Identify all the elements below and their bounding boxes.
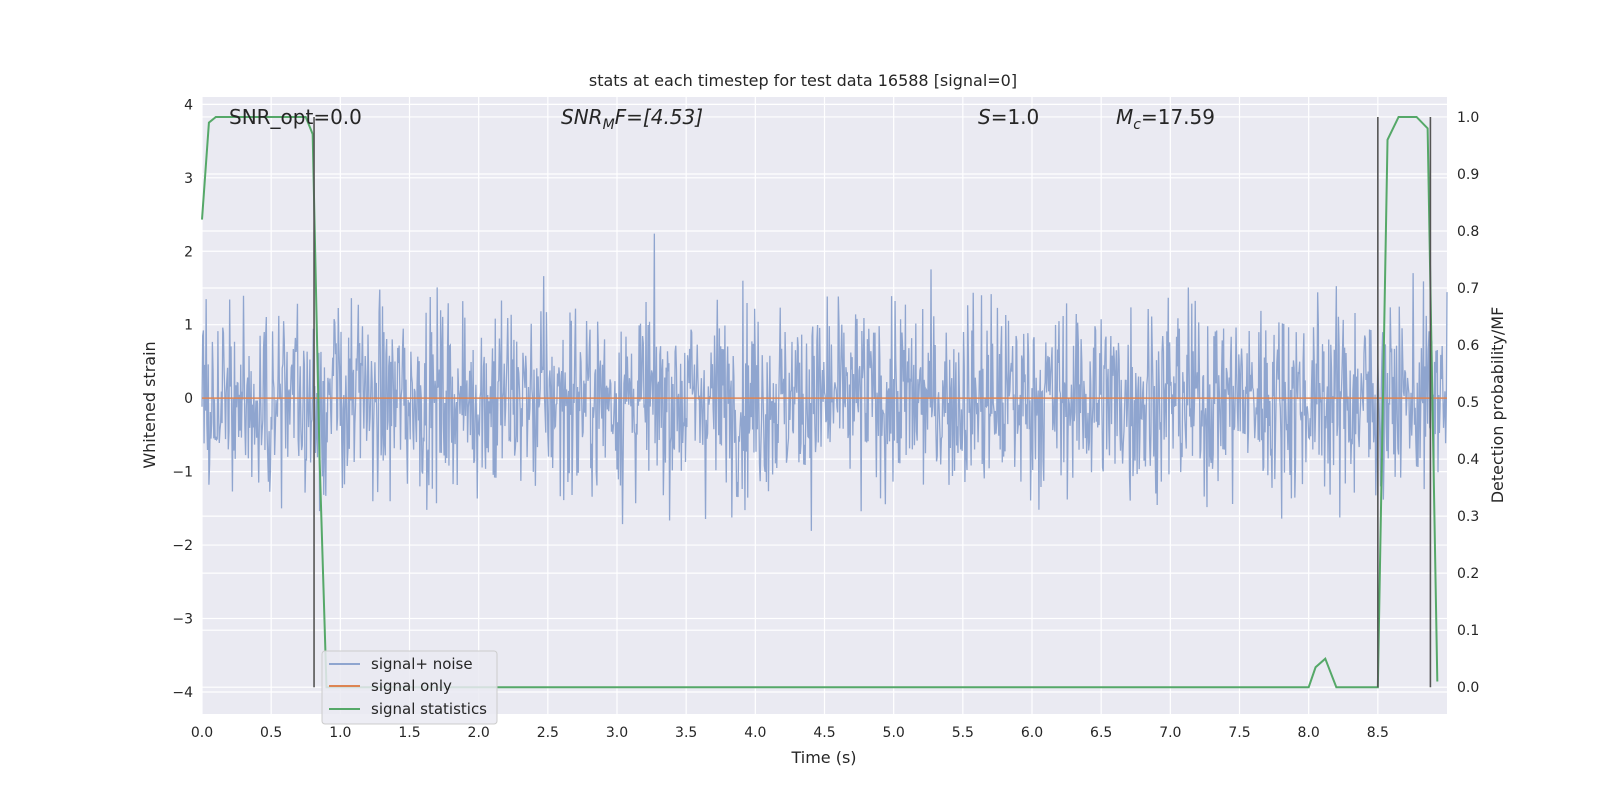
x-tick-label: 0.0 — [191, 725, 213, 741]
legend-label-signal: signal only — [371, 677, 452, 695]
signal-plus-noise-line — [201, 233, 1448, 531]
y2-tick-label: 0.7 — [1457, 281, 1479, 297]
annotation-snr-opt: SNR_opt=0.0 — [229, 105, 362, 129]
series-lines — [201, 115, 1447, 689]
annotation-s: S=1.0 — [978, 105, 1039, 129]
y-tick-label: 0 — [184, 391, 193, 407]
legend-label-noise: signal+ noise — [371, 655, 473, 673]
y2-tick-label: 0.8 — [1457, 224, 1479, 240]
s-val: =1.0 — [991, 105, 1040, 129]
y2-tick-label: 0.3 — [1457, 509, 1479, 525]
signal-plus-noise-series — [201, 233, 1448, 531]
y2-tick-label: 0.4 — [1457, 452, 1479, 468]
snr-mf-sub: M — [603, 117, 615, 133]
x-tick-label: 3.5 — [675, 725, 697, 741]
legend-label-stats: signal statistics — [371, 700, 487, 718]
grid-lines — [201, 97, 1447, 714]
y-tick-label: −2 — [172, 538, 193, 554]
y2-tick-label: 0.5 — [1457, 395, 1479, 411]
x-tick-label: 5.0 — [883, 725, 905, 741]
y2-tick-label: 0.1 — [1457, 623, 1479, 639]
x-tick-labels: 0.0 0.5 1.0 1.5 2.0 2.5 3.0 3.5 4.0 4.5 5.0 5.5 6.0 6… — [191, 725, 1389, 741]
x-tick-label: 6.5 — [1090, 725, 1112, 741]
y-tick-label: 4 — [184, 97, 193, 113]
x-tick-label: 2.0 — [468, 725, 490, 741]
y-tick-label: 1 — [184, 318, 193, 334]
x-tick-label: 7.5 — [1228, 725, 1250, 741]
y-tick-label: −4 — [172, 685, 193, 701]
y2-tick-label: 0.0 — [1457, 680, 1479, 696]
y2-tick-label: 0.9 — [1457, 167, 1479, 183]
x-tick-label: 4.0 — [744, 725, 766, 741]
x-tick-label: 8.5 — [1367, 725, 1389, 741]
x-tick-label: 5.5 — [952, 725, 974, 741]
signal-statistics-line — [201, 115, 1439, 689]
mc-val: =17.59 — [1141, 105, 1215, 129]
x-tick-label: 8.0 — [1298, 725, 1320, 741]
x-tick-label: 7.0 — [1159, 725, 1181, 741]
y2-axis-label: Detection probability/MF — [1488, 307, 1507, 504]
snr-mf-tail: F=[4.53] — [615, 105, 703, 129]
y2-tick-label: 0.2 — [1457, 566, 1479, 582]
vertical-markers — [313, 116, 1432, 688]
x-tick-label: 2.5 — [537, 725, 559, 741]
y2-tick-label: 0.6 — [1457, 338, 1479, 354]
y-tick-label: 3 — [184, 171, 193, 187]
legend-box — [321, 650, 498, 725]
mc-sub: c — [1133, 117, 1141, 133]
y-tick-label: 2 — [184, 244, 193, 260]
y-axis-label: Whitened strain — [140, 341, 159, 468]
x-tick-label: 3.0 — [606, 725, 628, 741]
y2-tick-labels: 1.0 0.9 0.8 0.7 0.6 0.5 0.4 0.3 0.2 0.1 0.0 — [1457, 110, 1479, 696]
x-tick-label: 6.0 — [1021, 725, 1043, 741]
y-tick-label: −3 — [172, 612, 193, 628]
s-var: S — [978, 105, 991, 129]
y-tick-labels: 4 3 2 1 0 −1 −2 −3 −4 — [172, 97, 193, 701]
chart-title: stats at each timestep for test data 165… — [589, 71, 1017, 90]
x-tick-label: 4.5 — [813, 725, 835, 741]
snr-mf-main: SNR — [561, 105, 603, 129]
legend: signal+ noise signal only signal statist… — [321, 650, 498, 725]
annotation-mc: Mc=17.59 — [1116, 105, 1215, 133]
y2-tick-label: 1.0 — [1457, 110, 1479, 126]
x-tick-label: 1.5 — [398, 725, 420, 741]
y-tick-label: −1 — [172, 465, 193, 481]
x-axis-label: Time (s) — [790, 748, 856, 767]
mc-var: M — [1116, 105, 1133, 129]
x-tick-label: 0.5 — [260, 725, 282, 741]
x-tick-label: 1.0 — [329, 725, 351, 741]
annotation-snr-mf: SNRMF=[4.53] — [561, 105, 703, 133]
